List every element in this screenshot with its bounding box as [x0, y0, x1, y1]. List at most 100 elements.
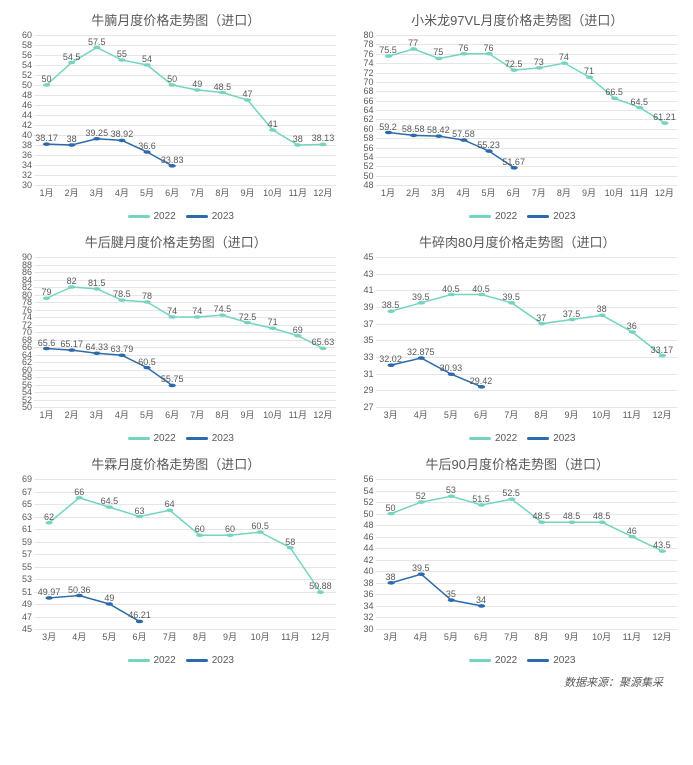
- y-axis-label: 38: [352, 578, 374, 588]
- y-axis-label: 30: [10, 180, 32, 190]
- data-label: 76: [484, 43, 494, 53]
- data-label: 69: [293, 325, 303, 335]
- x-axis-label: 10月: [587, 408, 617, 421]
- data-label: 58: [285, 537, 295, 547]
- chart-title: 牛霖月度价格走势图（进口）: [10, 454, 342, 473]
- y-axis-label: 66: [352, 96, 374, 106]
- y-axis-label: 42: [10, 120, 32, 130]
- legend-swatch-2023: [527, 437, 549, 440]
- data-label: 38.5: [382, 300, 400, 310]
- data-label: 65.6: [38, 338, 56, 348]
- data-label: 46: [627, 526, 637, 536]
- legend-label-2023: 2023: [553, 433, 575, 444]
- legend-swatch-2022: [128, 215, 150, 218]
- data-label: 74: [167, 306, 177, 316]
- y-axis-label: 56: [352, 474, 374, 484]
- data-label: 38: [293, 134, 303, 144]
- y-axis-label: 54: [10, 60, 32, 70]
- chart-title: 牛碎肉80月度价格走势图（进口）: [352, 232, 684, 251]
- chart-title: 牛腩月度价格走势图（进口）: [10, 10, 342, 29]
- legend-label-2022: 2022: [154, 211, 176, 222]
- data-label: 51.67: [502, 157, 525, 167]
- data-label: 78: [142, 291, 152, 301]
- x-axis-label: 6月: [160, 408, 185, 421]
- plot-area: 485052545658606264666870727476788075.577…: [376, 35, 678, 186]
- data-label: 77: [408, 38, 418, 48]
- y-axis-label: 44: [352, 543, 374, 553]
- x-axis-label: 3月: [376, 630, 406, 643]
- legend-label-2023: 2023: [553, 655, 575, 666]
- chart: 牛腩月度价格走势图（进口）303234363840424446485052545…: [10, 10, 342, 222]
- x-axis-label: 2月: [401, 186, 426, 199]
- legend: 20222023: [10, 655, 342, 666]
- y-axis-label: 65: [10, 499, 32, 509]
- x-axis-label: 4月: [109, 408, 134, 421]
- data-label: 48.5: [593, 511, 611, 521]
- chart-title: 牛后腱月度价格走势图（进口）: [10, 232, 342, 251]
- data-label: 32.02: [379, 354, 402, 364]
- x-axis-label: 7月: [496, 408, 526, 421]
- data-label: 72.5: [505, 59, 523, 69]
- data-label: 55.75: [161, 374, 184, 384]
- gridline: [376, 185, 678, 186]
- x-axis-label: 5月: [135, 186, 160, 199]
- legend-swatch-2022: [469, 659, 491, 662]
- gridline: [34, 629, 336, 630]
- x-axis: 1月2月3月4月5月6月7月8月9月10月11月12月: [34, 186, 336, 199]
- data-label: 62: [44, 512, 54, 522]
- x-axis-label: 5月: [436, 630, 466, 643]
- y-axis-label: 62: [352, 114, 374, 124]
- x-axis: 3月4月5月6月7月8月9月10月11月12月: [34, 630, 336, 643]
- x-axis-label: 7月: [496, 630, 526, 643]
- legend-swatch-2023: [186, 215, 208, 218]
- x-axis-label: 4月: [406, 408, 436, 421]
- x-axis-label: 6月: [466, 630, 496, 643]
- legend-label-2022: 2022: [495, 655, 517, 666]
- y-axis-label: 30: [352, 624, 374, 634]
- legend-label-2023: 2023: [212, 433, 234, 444]
- legend-label-2022: 2022: [495, 433, 517, 444]
- data-label: 43.5: [653, 540, 671, 550]
- legend: 20222023: [10, 433, 342, 444]
- data-label: 72.5: [239, 312, 257, 322]
- x-axis-label: 10月: [260, 408, 285, 421]
- x-axis-label: 12月: [647, 408, 677, 421]
- data-label: 33.83: [161, 155, 184, 165]
- x-axis-label: 6月: [124, 630, 154, 643]
- data-source-footer: 数据来源：聚源集采: [10, 674, 683, 690]
- chart: 牛后90月度价格走势图（进口）3032343638404244464850525…: [352, 454, 684, 666]
- chart: 牛后腱月度价格走势图（进口）50525456586062646668707274…: [10, 232, 342, 444]
- y-axis-label: 64: [352, 105, 374, 115]
- x-axis-label: 7月: [185, 408, 210, 421]
- data-label: 50.88: [309, 581, 332, 591]
- data-label: 50: [167, 74, 177, 84]
- data-label: 34: [476, 595, 486, 605]
- legend-swatch-2023: [527, 659, 549, 662]
- x-axis-label: 6月: [160, 186, 185, 199]
- y-axis-label: 29: [352, 385, 374, 395]
- data-label: 59.2: [379, 122, 397, 132]
- data-label: 39.5: [502, 292, 520, 302]
- y-axis-label: 76: [352, 49, 374, 59]
- x-axis-label: 12月: [647, 630, 677, 643]
- y-axis-label: 74: [352, 58, 374, 68]
- data-label: 36.6: [138, 141, 156, 151]
- y-axis-label: 38: [10, 140, 32, 150]
- x-axis: 1月2月3月4月5月6月7月8月9月10月11月12月: [376, 186, 678, 199]
- x-axis-label: 7月: [185, 186, 210, 199]
- y-axis-label: 32: [352, 612, 374, 622]
- data-label: 66.5: [605, 87, 623, 97]
- legend-swatch-2023: [186, 659, 208, 662]
- y-axis-label: 50: [352, 509, 374, 519]
- y-axis-label: 46: [10, 100, 32, 110]
- data-label: 39.5: [412, 563, 430, 573]
- data-label: 64.33: [86, 342, 109, 352]
- data-label: 50: [42, 74, 52, 84]
- data-label: 46.21: [128, 610, 151, 620]
- y-axis-label: 37: [352, 319, 374, 329]
- data-label: 73: [534, 57, 544, 67]
- data-label: 60: [225, 524, 235, 534]
- data-label: 66: [74, 487, 84, 497]
- x-axis-label: 5月: [476, 186, 501, 199]
- data-label: 52.5: [502, 488, 520, 498]
